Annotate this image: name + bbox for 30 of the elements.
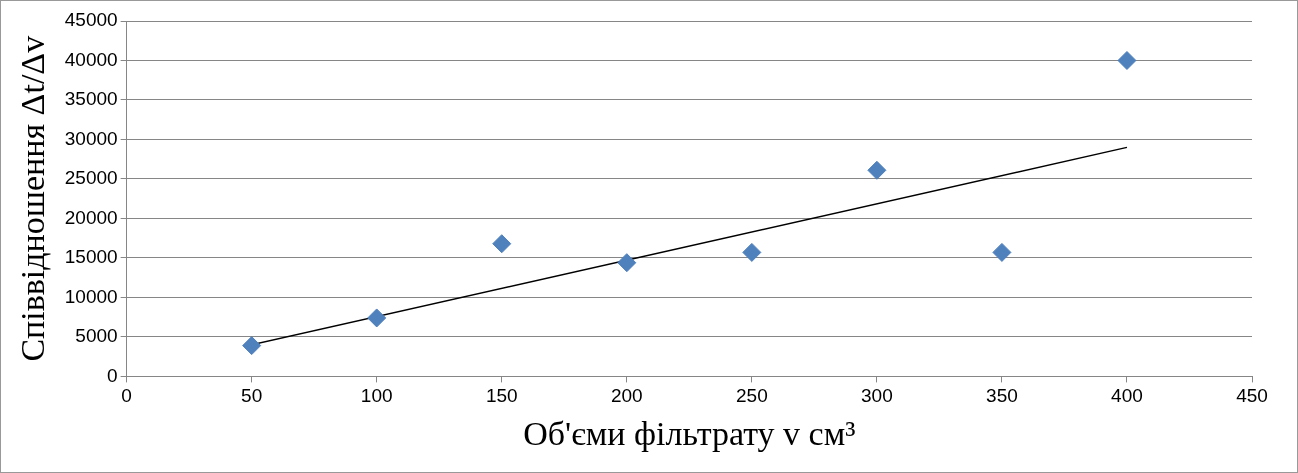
x-tick-label: 0 xyxy=(121,385,132,407)
x-tick-label: 100 xyxy=(360,385,393,407)
x-tick-label: 350 xyxy=(986,385,1018,407)
point xyxy=(242,336,262,356)
x-tick-label: 450 xyxy=(1236,385,1268,407)
point xyxy=(492,234,512,254)
point xyxy=(367,308,387,328)
point xyxy=(1117,50,1137,70)
y-tick-label: 15000 xyxy=(64,246,118,268)
y-tick-label: 10000 xyxy=(64,285,118,307)
x-tick-label: 150 xyxy=(485,385,518,407)
point xyxy=(867,160,887,180)
x-axis-title: Об'єми фільтрату v см³ xyxy=(523,414,856,452)
y-tick-label: 35000 xyxy=(64,88,118,110)
x-tick-label: 200 xyxy=(610,385,643,407)
y-tick-label: 45000 xyxy=(64,9,118,31)
point xyxy=(742,242,762,262)
y-axis-title: Співвідношення Δt/Δv xyxy=(14,35,52,362)
x-tick-label: 50 xyxy=(241,385,263,407)
point xyxy=(617,253,637,273)
point xyxy=(992,242,1012,262)
y-tick-label: 20000 xyxy=(64,206,118,228)
y-tick-label: 25000 xyxy=(64,167,118,189)
y-tick-label: 5000 xyxy=(75,325,118,347)
x-tick-label: 300 xyxy=(861,385,893,407)
y-tick-label: 0 xyxy=(107,364,118,386)
y-tick-label: 30000 xyxy=(64,127,118,149)
y-tick-label: 40000 xyxy=(64,48,118,70)
x-tick-label: 400 xyxy=(1111,385,1143,407)
x-tick-label: 250 xyxy=(735,385,768,407)
